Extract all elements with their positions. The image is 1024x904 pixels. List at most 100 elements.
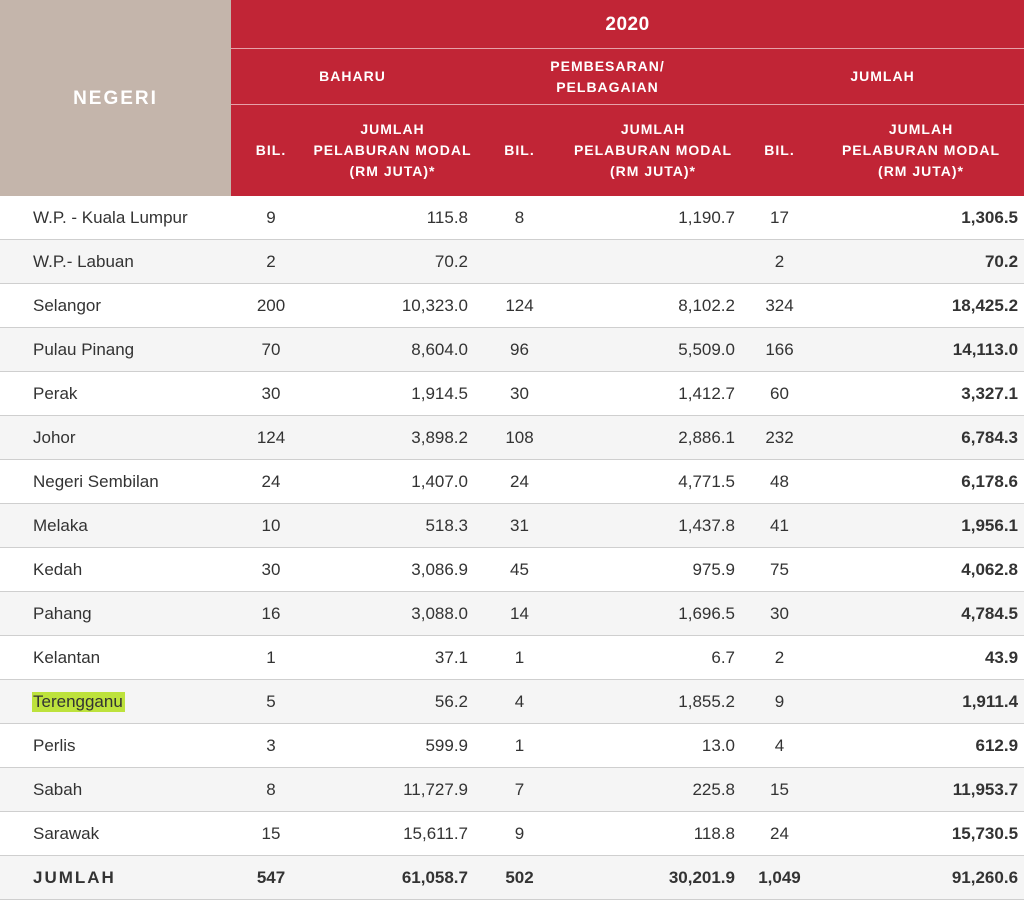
cell-bil-pembesaran: 108 [474,416,565,460]
cell-bil-jumlah: 232 [741,416,818,460]
cell-pelaburan-jumlah: 43.9 [818,636,1024,680]
cell-bil-pembesaran: 45 [474,548,565,592]
cell-pelaburan-baharu: 518.3 [311,504,474,548]
header-pembesaran: PEMBESARAN/ PELBAGAIAN [474,49,741,105]
cell-pelaburan-pembesaran: 8,102.2 [565,284,741,328]
cell-bil-jumlah: 2 [741,636,818,680]
cell-pelaburan-pembesaran: 13.0 [565,724,741,768]
cell-pelaburan-pembesaran: 225.8 [565,768,741,812]
cell-pelaburan-pembesaran: 118.8 [565,812,741,856]
table-row: Sarawak 15 15,611.7 9 118.8 24 15,730.5 [0,812,1024,856]
cell-bil-pembesaran: 31 [474,504,565,548]
cell-bil-jumlah: 4 [741,724,818,768]
cell-bil-jumlah: 17 [741,196,818,240]
cell-bil-jumlah: 30 [741,592,818,636]
cell-pelaburan-baharu: 10,323.0 [311,284,474,328]
state-name: W.P.- Labuan [33,251,134,271]
cell-negeri: W.P. - Kuala Lumpur [0,196,231,240]
header-pelaburan-pembesaran: JUMLAH PELABURAN MODAL (RM JUTA)* [565,105,741,196]
cell-pelaburan-baharu: 11,727.9 [311,768,474,812]
cell-bil-pembesaran: 9 [474,812,565,856]
cell-bil-pembesaran: 1 [474,636,565,680]
cell-negeri: Melaka [0,504,231,548]
cell-pelaburan-pembesaran: 5,509.0 [565,328,741,372]
cell-pelaburan-jumlah: 14,113.0 [818,328,1024,372]
cell-bil-jumlah: 1,049 [741,856,818,900]
cell-pelaburan-pembesaran: 1,412.7 [565,372,741,416]
cell-negeri: Pulau Pinang [0,328,231,372]
state-name: Sarawak [33,823,100,843]
table-row: W.P. - Kuala Lumpur 9 115.8 8 1,190.7 17 1,306… [0,196,1024,240]
state-name: W.P. - Kuala Lumpur [33,207,188,227]
cell-bil-baharu: 9 [231,196,311,240]
cell-pelaburan-baharu: 599.9 [311,724,474,768]
cell-bil-baharu: 70 [231,328,311,372]
cell-negeri: JUMLAH [0,856,231,900]
cell-negeri: Kelantan [0,636,231,680]
state-name: Sabah [33,779,83,799]
cell-negeri: Pahang [0,592,231,636]
cell-pelaburan-pembesaran: 1,190.7 [565,196,741,240]
cell-bil-jumlah: 48 [741,460,818,504]
state-name: Selangor [33,295,102,315]
header-baharu: BAHARU [231,49,474,105]
cell-negeri: W.P.- Labuan [0,240,231,284]
cell-pelaburan-pembesaran: 1,696.5 [565,592,741,636]
cell-negeri: Negeri Sembilan [0,460,231,504]
highlighted-state-name: Terengganu [32,691,125,712]
cell-bil-pembesaran: 502 [474,856,565,900]
state-name: Melaka [33,515,88,535]
header-bil-baharu: BIL. [231,105,311,196]
header-jumlah: JUMLAH [741,49,1024,105]
cell-bil-jumlah: 166 [741,328,818,372]
cell-negeri: Selangor [0,284,231,328]
cell-pelaburan-baharu: 37.1 [311,636,474,680]
cell-pelaburan-jumlah: 6,178.6 [818,460,1024,504]
cell-pelaburan-jumlah: 1,911.4 [818,680,1024,724]
table-row: Terengganu 5 56.2 4 1,855.2 9 1,911.4 [0,680,1024,724]
header-bil-pembesaran: BIL. [474,105,565,196]
table-row: Pulau Pinang 70 8,604.0 96 5,509.0 166 14,113.… [0,328,1024,372]
cell-pelaburan-pembesaran: 975.9 [565,548,741,592]
state-name: Perlis [33,735,76,755]
cell-pelaburan-baharu: 8,604.0 [311,328,474,372]
cell-bil-jumlah: 2 [741,240,818,284]
cell-bil-baharu: 3 [231,724,311,768]
cell-pelaburan-baharu: 3,088.0 [311,592,474,636]
cell-bil-baharu: 16 [231,592,311,636]
cell-bil-baharu: 547 [231,856,311,900]
cell-bil-pembesaran: 8 [474,196,565,240]
table-row: Negeri Sembilan 24 1,407.0 24 4,771.5 48 6,178… [0,460,1024,504]
cell-bil-pembesaran: 124 [474,284,565,328]
cell-bil-baharu: 15 [231,812,311,856]
table-row: W.P.- Labuan 2 70.2 2 70.2 [0,240,1024,284]
table-row: Selangor 200 10,323.0 124 8,102.2 324 18,425.2 [0,284,1024,328]
table-row: Perlis 3 599.9 1 13.0 4 612.9 [0,724,1024,768]
table-row: Pahang 16 3,088.0 14 1,696.5 30 4,784.5 [0,592,1024,636]
state-name: Pahang [33,603,92,623]
cell-pelaburan-baharu: 1,914.5 [311,372,474,416]
table-row: Perak 30 1,914.5 30 1,412.7 60 3,327.1 [0,372,1024,416]
cell-bil-baharu: 2 [231,240,311,284]
cell-pelaburan-baharu: 3,898.2 [311,416,474,460]
cell-negeri: Perlis [0,724,231,768]
cell-bil-baharu: 200 [231,284,311,328]
header-bil-jumlah: BIL. [741,105,818,196]
table-row: Kedah 30 3,086.9 45 975.9 75 4,062.8 [0,548,1024,592]
cell-pelaburan-jumlah: 1,306.5 [818,196,1024,240]
cell-pelaburan-jumlah: 3,327.1 [818,372,1024,416]
cell-bil-jumlah: 60 [741,372,818,416]
cell-negeri: Perak [0,372,231,416]
cell-pelaburan-baharu: 3,086.9 [311,548,474,592]
cell-bil-baharu: 124 [231,416,311,460]
header-negeri: NEGERI [0,0,231,196]
table-row: Kelantan 1 37.1 1 6.7 2 43.9 [0,636,1024,680]
cell-pelaburan-jumlah: 91,260.6 [818,856,1024,900]
cell-bil-baharu: 1 [231,636,311,680]
cell-pelaburan-pembesaran: 4,771.5 [565,460,741,504]
cell-negeri: Terengganu [0,680,231,724]
cell-bil-jumlah: 9 [741,680,818,724]
cell-pelaburan-jumlah: 70.2 [818,240,1024,284]
cell-bil-pembesaran: 1 [474,724,565,768]
